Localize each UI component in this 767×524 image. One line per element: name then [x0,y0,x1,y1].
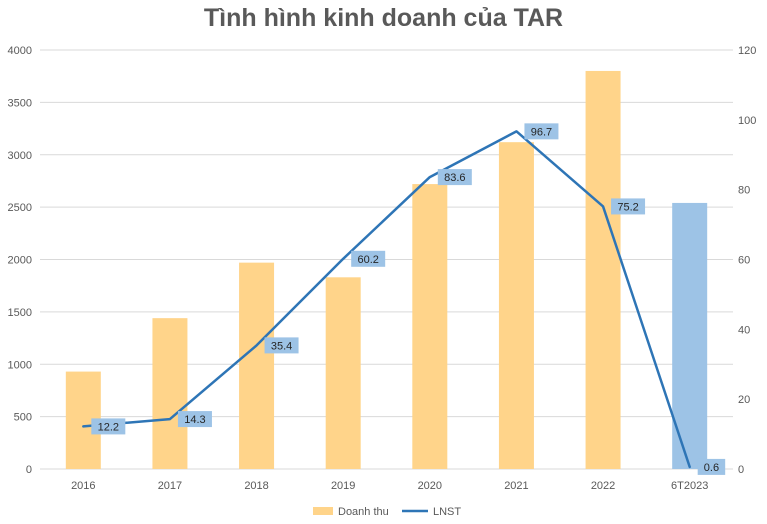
bar [152,318,188,469]
y-left-tick-label: 1500 [8,307,32,319]
data-label-box [437,169,472,186]
data-label: 14.3 [184,414,205,426]
data-label: 96.7 [531,126,552,138]
chart-title: Tình hình kinh doanh của TAR [203,4,564,32]
data-label-box [611,198,646,215]
bar [325,277,361,469]
x-tick-label: 2019 [331,480,355,492]
legend-label-lnst: LNST [433,506,461,518]
y-left-tick-label: 4000 [8,45,32,57]
bar [412,184,448,469]
y-right-tick-label: 60 [738,255,750,267]
y-right-tick-label: 0 [738,464,744,476]
data-label: 0.6 [704,462,719,474]
data-label: 75.2 [617,201,638,213]
bar [672,202,708,469]
data-label-box [91,418,126,435]
legend-swatch-doanh-thu [313,507,333,515]
bar [239,262,275,469]
y-right-tick-label: 40 [738,324,750,336]
data-label-box [524,123,559,140]
x-tick-label: 2018 [244,480,268,492]
x-tick-label: 2017 [158,480,182,492]
data-label: 35.4 [271,340,292,352]
data-label: 60.2 [357,254,378,266]
bar [585,70,621,469]
x-tick-label: 2021 [504,480,528,492]
x-tick-label: 2020 [418,480,442,492]
data-label-box [177,411,212,428]
line-series-lnst [82,130,691,469]
y-left-tick-label: 500 [14,412,32,424]
x-tick-label: 2022 [591,480,615,492]
y-left-tick-label: 3000 [8,150,32,162]
y-left-tick-label: 3500 [8,97,32,109]
y-left-tick-label: 1000 [8,359,32,371]
x-tick-label: 6T2023 [671,480,708,492]
y-right-tick-label: 120 [738,45,756,57]
bar [498,142,534,469]
y-left-tick-label: 0 [26,464,32,476]
data-label: 12.2 [98,421,119,433]
data-label: 83.6 [444,172,465,184]
data-label-box [351,250,386,267]
x-tick-label: 2016 [71,480,95,492]
data-label-box [264,337,299,354]
y-left-tick-label: 2000 [8,255,32,267]
data-label-box [697,458,726,475]
y-left-tick-label: 2500 [8,202,32,214]
y-right-tick-label: 20 [738,394,750,406]
y-right-tick-label: 80 [738,185,750,197]
y-right-tick-label: 100 [738,115,756,127]
legend-label-doanh-thu: Doanh thu [338,506,389,518]
